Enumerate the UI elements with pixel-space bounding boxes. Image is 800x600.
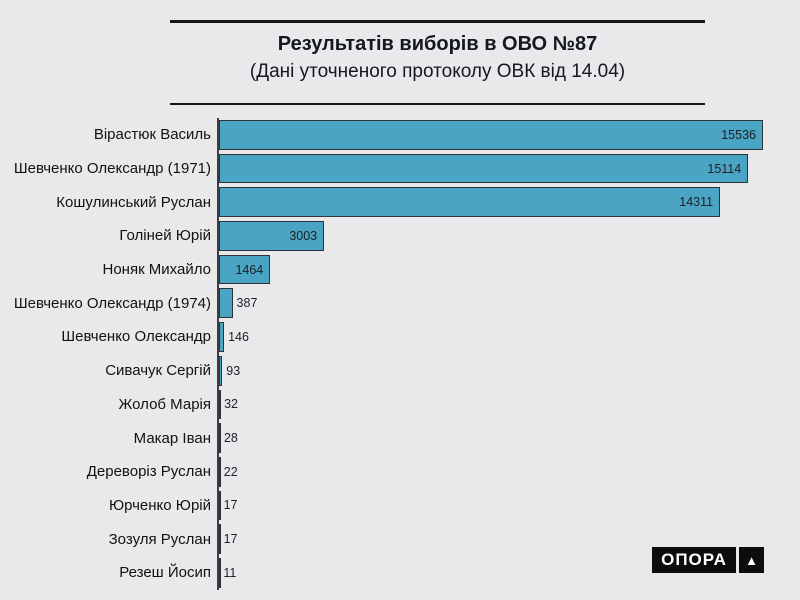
- bar-track: 32: [217, 387, 800, 422]
- chart-row: Шевченко Олександр 146: [0, 320, 800, 354]
- value-label: 11: [223, 565, 237, 580]
- value-label: 1464: [235, 262, 264, 277]
- category-label: Резеш Йосип: [119, 564, 211, 582]
- chart-row: Жолоб Марія 32: [0, 387, 800, 422]
- bar: [219, 355, 223, 386]
- value-label: 28: [223, 431, 238, 446]
- category-label: Вірастюк Василь: [93, 126, 211, 144]
- bar-track: 3003: [217, 219, 800, 253]
- chart-row: Кошулинський Руслан 14311: [0, 185, 800, 220]
- category-label: Дереворіз Руслан: [86, 463, 211, 481]
- chart-row: Зозуля Руслан 17: [0, 522, 800, 556]
- bar: [219, 456, 221, 487]
- value-label: 387: [236, 296, 258, 311]
- bar: [219, 254, 271, 285]
- value-label: 22: [223, 464, 238, 479]
- title-bottom-divider: [170, 103, 705, 105]
- value-label: 146: [228, 329, 249, 344]
- category-label: Голіней Юрій: [119, 227, 211, 245]
- category-label: Кошулинський Руслан: [56, 193, 211, 211]
- bar-track: 14311: [217, 185, 800, 220]
- value-label: 93: [226, 363, 241, 378]
- bar: [219, 557, 221, 588]
- chart-row: Ноняк Михайло 1464: [0, 252, 800, 287]
- chart-header: Результатів виборів в ОВО №87 (Дані уточ…: [170, 30, 705, 86]
- opora-logo: ОПОРА ▲: [652, 547, 764, 573]
- bar: [219, 524, 221, 554]
- bar-track: 1464: [217, 252, 800, 287]
- bar-track: 22: [217, 454, 800, 489]
- chart-row: Шевченко Олександр (1974) 387: [0, 286, 800, 321]
- chart-row: Сивачук Сергій 93: [0, 353, 800, 388]
- title-top-divider: [170, 20, 705, 23]
- chart-title: Результатів виборів в ОВО №87: [277, 33, 598, 55]
- bar-track: 17: [217, 522, 800, 556]
- bar-track: 146: [217, 320, 800, 354]
- value-label: 32: [224, 397, 239, 412]
- chart-row: Макар Іван 28: [0, 421, 800, 455]
- chart-row: Шевченко Олександр (1971) 15114: [0, 151, 800, 186]
- chart-row: Юрченко Юрій 17: [0, 488, 800, 523]
- bar: [219, 423, 221, 453]
- bar-chart: Вірастюк Василь 15536 Шевченко Олександр (…: [0, 118, 800, 590]
- category-label: Ноняк Михайло: [102, 261, 211, 279]
- bar: [219, 389, 221, 420]
- category-label: Зозуля Руслан: [108, 530, 211, 548]
- bar: [219, 120, 763, 150]
- bar-track: 387: [217, 286, 800, 321]
- opora-logo-triangle-icon: ▲: [739, 547, 764, 573]
- value-label: 3003: [289, 228, 318, 243]
- bar-track: 15536: [217, 118, 800, 152]
- bar: [219, 153, 749, 184]
- category-label: Юрченко Юрій: [108, 496, 211, 514]
- category-label: Шевченко Олександр: [61, 328, 211, 346]
- bar-track: 17: [217, 488, 800, 523]
- value-label: 17: [223, 532, 238, 547]
- bar: [219, 221, 325, 251]
- bar: [219, 322, 225, 352]
- bar: [219, 187, 721, 218]
- value-label: 17: [223, 498, 238, 513]
- chart-row: Голіней Юрій 3003: [0, 219, 800, 253]
- category-label: Жолоб Марія: [118, 395, 211, 413]
- value-label: 15114: [707, 161, 742, 176]
- value-label: 15536: [721, 127, 756, 142]
- chart-row: Резеш Йосип 11: [0, 555, 800, 590]
- bar-track: 15114: [217, 151, 800, 186]
- category-label: Шевченко Олександр (1971): [13, 160, 211, 178]
- bar: [219, 288, 233, 319]
- chart-subtitle: (Дані уточненого протоколу ОВК від 14.04…: [249, 61, 626, 82]
- bar-track: 93: [217, 353, 800, 388]
- bar: [219, 490, 221, 521]
- chart-row: Дереворіз Руслан 22: [0, 454, 800, 489]
- opora-logo-text: ОПОРА: [652, 547, 736, 573]
- category-label: Макар Іван: [133, 429, 211, 447]
- bar-track: 11: [217, 555, 800, 590]
- category-label: Сивачук Сергій: [105, 362, 211, 380]
- value-label: 14311: [679, 195, 714, 210]
- category-label: Шевченко Олександр (1974): [13, 294, 211, 312]
- bar-track: 28: [217, 421, 800, 455]
- chart-row: Вірастюк Василь 15536: [0, 118, 800, 152]
